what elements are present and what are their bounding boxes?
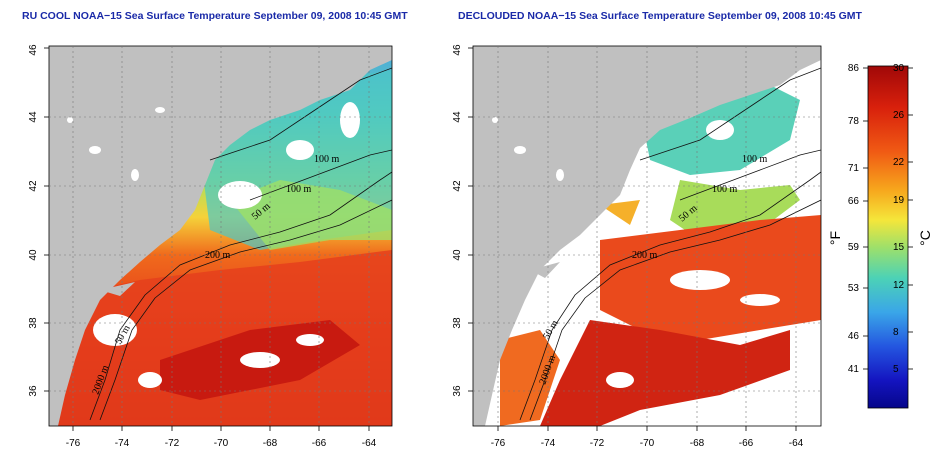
y-tick-label: 36 [28, 385, 39, 397]
right-panel-title: DECLOUDED NOAA−15 Sea Surface Temperatur… [458, 10, 862, 22]
y-tick-label: 46 [28, 44, 39, 56]
depth-label: 100 m [712, 184, 738, 195]
land-mass [49, 46, 392, 426]
left-y-ticks [44, 47, 49, 392]
right-y-ticks [468, 47, 473, 392]
colorbar-f-label: 66 [848, 196, 860, 207]
lakes [67, 107, 165, 181]
long-island [100, 282, 135, 296]
y-tick-label: 42 [28, 180, 39, 192]
x-tick-label: -66 [739, 438, 754, 449]
lakes [492, 117, 564, 181]
cloud-mask [93, 102, 360, 388]
left-panel-title: RU COOL NOAA−15 Sea Surface Temperature … [22, 10, 408, 22]
colorbar-c-label: 22 [893, 157, 905, 168]
colorbar-c-label: 19 [893, 195, 905, 206]
left-map: 100 m 100 m 50 m 200 m 50 m 2000 m -76 -… [28, 44, 393, 449]
warm-water-region [49, 250, 392, 426]
left-map-frame [48, 45, 393, 427]
y-tick-label: 42 [452, 180, 463, 192]
colorbar-f-ticks [863, 67, 868, 370]
right-map: 100 m 100 m 50 m 200 m 50 m 2000 m -76 -… [452, 44, 822, 449]
colorbar-c-label: 30 [893, 63, 905, 74]
x-tick-label: -64 [362, 438, 377, 449]
colorbar: 86 78 71 66 59 53 46 41 30 26 22 19 15 1… [827, 63, 933, 409]
x-tick-label: -68 [263, 438, 278, 449]
colorbar-c-label: 5 [893, 364, 899, 375]
y-tick-label: 40 [28, 249, 39, 261]
y-tick-label: 44 [28, 111, 39, 123]
colorbar-c-label: 15 [893, 242, 905, 253]
colorbar-f-label: 86 [848, 63, 860, 74]
left-map-content [49, 46, 392, 426]
x-tick-label: -76 [491, 438, 506, 449]
left-x-ticks [72, 426, 370, 431]
long-island [530, 262, 560, 278]
x-tick-label: -64 [789, 438, 804, 449]
depth-label: 200 m [205, 250, 231, 261]
x-tick-label: -72 [165, 438, 180, 449]
bathymetry-contours [519, 67, 821, 421]
shelf-patch [600, 200, 640, 225]
colorbar-f-label: 71 [848, 163, 860, 174]
y-tick-label: 38 [452, 317, 463, 329]
colorbar-f-label: 53 [848, 283, 860, 294]
slope-water [230, 180, 392, 250]
x-tick-label: -70 [214, 438, 229, 449]
y-tick-label: 40 [452, 249, 463, 261]
x-tick-label: -72 [590, 438, 605, 449]
celsius-unit-label: °C [917, 230, 933, 246]
depth-label: 100 m [286, 184, 312, 195]
colorbar-c-label: 26 [893, 110, 905, 121]
x-tick-label: -68 [690, 438, 705, 449]
depth-label: 100 m [742, 154, 768, 165]
depth-label: 100 m [314, 154, 340, 165]
coastal-warm [500, 330, 560, 426]
colorbar-c-label: 12 [893, 280, 905, 291]
x-tick-label: -70 [640, 438, 655, 449]
right-graticule [473, 46, 821, 426]
x-tick-label: -76 [66, 438, 81, 449]
y-tick-label: 38 [28, 317, 39, 329]
depth-label: 200 m [632, 250, 658, 261]
left-graticule [49, 46, 392, 426]
land-mass [473, 46, 821, 426]
colorbar-f-label: 41 [848, 364, 860, 375]
colorbar-f-label: 78 [848, 116, 860, 127]
right-x-ticks [497, 426, 797, 431]
y-tick-label: 44 [452, 111, 463, 123]
fahrenheit-unit-label: °F [827, 231, 843, 245]
colorbar-c-label: 8 [893, 327, 899, 338]
y-tick-label: 46 [452, 44, 463, 56]
cloud-gaps [606, 120, 780, 388]
colorbar-f-label: 59 [848, 242, 860, 253]
colorbar-gradient [867, 65, 909, 409]
x-tick-label: -74 [115, 438, 130, 449]
colorbar-f-label: 46 [848, 331, 860, 342]
x-tick-label: -66 [312, 438, 327, 449]
slope-patch [670, 180, 800, 240]
colorbar-c-ticks [908, 67, 913, 370]
y-tick-label: 36 [452, 385, 463, 397]
gulf-stream-core [540, 320, 790, 426]
x-tick-label: -74 [541, 438, 556, 449]
